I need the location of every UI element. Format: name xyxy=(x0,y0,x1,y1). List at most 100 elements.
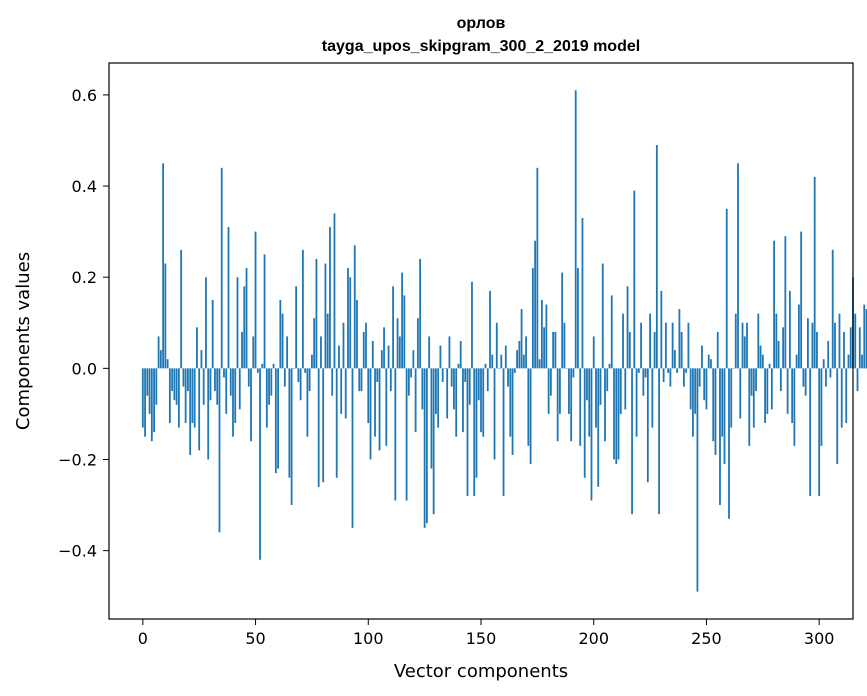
bar-137 xyxy=(450,368,453,387)
bar-209 xyxy=(613,368,615,460)
bar-71 xyxy=(301,249,304,369)
bar-220 xyxy=(637,368,640,373)
bar-290 xyxy=(795,354,798,369)
bar-226 xyxy=(651,368,654,428)
bar-197 xyxy=(586,368,588,401)
bar-160 xyxy=(502,368,505,496)
bar-1 xyxy=(144,368,146,437)
bar-19 xyxy=(184,368,187,424)
bar-131 xyxy=(437,368,440,428)
x-tick-label: 150 xyxy=(466,629,497,648)
bar-158 xyxy=(498,368,500,369)
bar-93 xyxy=(351,368,354,528)
bar-74 xyxy=(308,368,311,392)
bar-52 xyxy=(259,368,261,560)
bar-125 xyxy=(423,368,426,528)
bar-295 xyxy=(807,318,809,369)
x-tick-label: 100 xyxy=(353,629,384,648)
bar-238 xyxy=(678,309,681,369)
bar-110 xyxy=(389,368,392,392)
bar-274 xyxy=(759,345,762,369)
bar-21 xyxy=(189,368,192,455)
bar-217 xyxy=(631,368,633,515)
bar-132 xyxy=(439,345,442,369)
bar-157 xyxy=(495,322,498,369)
bar-286 xyxy=(786,368,789,414)
bar-88 xyxy=(340,368,343,414)
bar-233 xyxy=(667,368,670,373)
bar-263 xyxy=(734,313,737,369)
bar-53 xyxy=(261,363,264,369)
bar-273 xyxy=(757,313,760,369)
bar-41 xyxy=(234,368,237,424)
chart-title: орлов xyxy=(457,15,506,32)
bar-98 xyxy=(362,331,365,369)
bar-195 xyxy=(581,217,584,369)
bar-123 xyxy=(419,258,422,369)
bar-105 xyxy=(378,368,381,451)
x-axis-ticks: 0 50 100 150 200 250 300 xyxy=(138,619,834,648)
bar-309 xyxy=(838,313,841,369)
x-tick-label: 200 xyxy=(578,629,609,648)
bar-130 xyxy=(435,368,437,414)
bar-12 xyxy=(168,368,171,424)
bar-203 xyxy=(599,368,602,405)
bar-305 xyxy=(829,368,832,378)
bar-127 xyxy=(428,336,431,369)
bar-227 xyxy=(653,331,656,369)
bar-23 xyxy=(193,368,196,428)
bar-139 xyxy=(455,368,458,437)
bar-253 xyxy=(712,368,715,442)
bar-58 xyxy=(272,363,275,369)
bar-161 xyxy=(504,345,507,369)
bar-313 xyxy=(847,354,850,369)
bar-306 xyxy=(831,249,834,369)
bar-298 xyxy=(813,176,816,369)
bar-167 xyxy=(518,341,521,369)
bar-168 xyxy=(520,309,523,369)
bar-64 xyxy=(286,336,289,369)
bar-151 xyxy=(482,368,485,437)
bar-109 xyxy=(387,345,390,369)
bar-73 xyxy=(306,368,309,437)
bar-4 xyxy=(150,368,153,442)
bar-211 xyxy=(617,368,620,460)
bar-175 xyxy=(536,167,539,369)
x-axis-label: Vector components xyxy=(394,661,568,682)
bar-241 xyxy=(685,368,688,373)
bar-133 xyxy=(441,368,444,383)
bar-242 xyxy=(687,322,690,369)
bar-194 xyxy=(579,368,582,446)
bar-272 xyxy=(755,368,757,392)
bar-186 xyxy=(561,272,564,369)
bar-292 xyxy=(800,231,803,369)
bar-283 xyxy=(779,368,782,392)
bar-34 xyxy=(218,368,221,533)
bar-191 xyxy=(572,368,575,378)
bar-124 xyxy=(421,368,424,410)
bar-119 xyxy=(410,368,413,378)
bar-115 xyxy=(401,272,403,369)
bar-104 xyxy=(376,368,379,383)
bar-45 xyxy=(243,286,246,369)
bar-316 xyxy=(854,313,857,369)
bar-6 xyxy=(155,368,158,405)
bar-101 xyxy=(369,368,372,460)
x-tick-label: 0 xyxy=(138,629,148,648)
bar-72 xyxy=(304,368,307,373)
bar-81 xyxy=(324,263,327,369)
bar-287 xyxy=(788,290,791,369)
bar-317 xyxy=(856,368,859,392)
bar-222 xyxy=(642,368,645,396)
bar-48 xyxy=(250,368,252,442)
y-tick-label: 0.2 xyxy=(72,268,97,287)
bar-126 xyxy=(425,368,428,524)
bar-27 xyxy=(202,368,205,405)
bar-65 xyxy=(288,368,291,478)
bar-92 xyxy=(349,277,352,369)
bar-181 xyxy=(549,368,552,396)
bar-243 xyxy=(689,368,692,410)
bar-281 xyxy=(775,313,778,369)
bar-187 xyxy=(563,322,566,369)
bar-136 xyxy=(448,336,451,369)
